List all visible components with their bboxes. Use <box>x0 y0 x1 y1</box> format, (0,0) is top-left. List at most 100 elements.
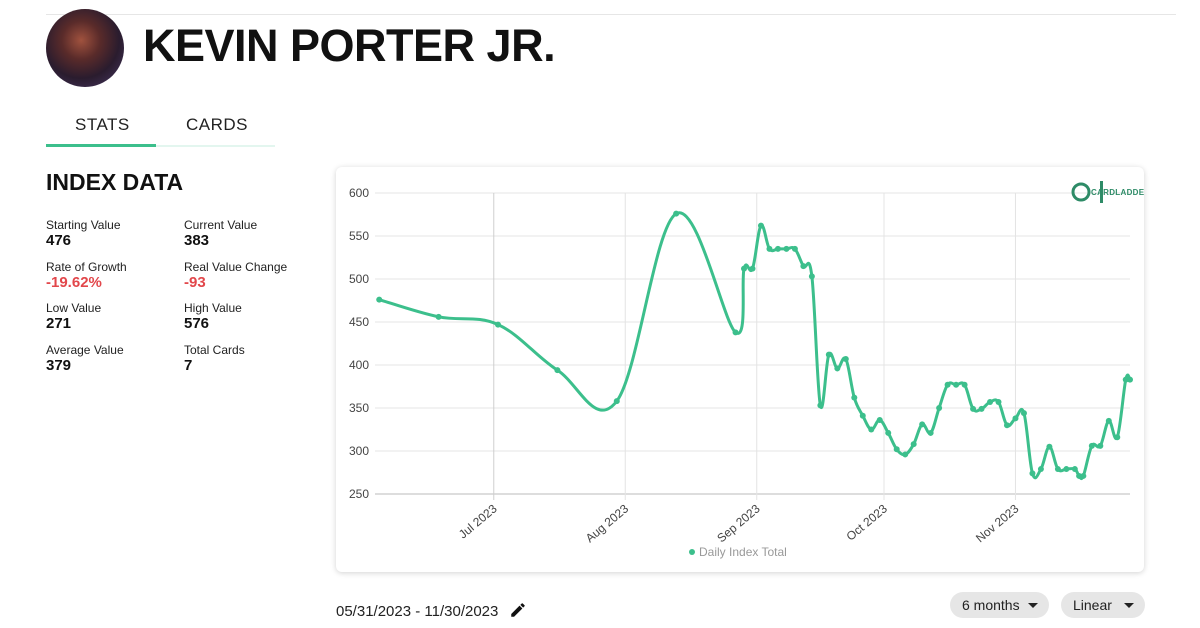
y-tick-label: 450 <box>349 315 369 329</box>
date-range[interactable]: 05/31/2023 - 11/30/2023 <box>336 598 525 620</box>
data-point <box>919 421 926 428</box>
y-tick-label: 600 <box>349 186 369 200</box>
data-point <box>1020 410 1027 417</box>
edit-icon[interactable] <box>509 601 527 619</box>
data-point <box>1054 466 1061 473</box>
stat-value: 271 <box>46 315 72 332</box>
data-point <box>859 412 866 419</box>
data-point <box>987 398 994 405</box>
data-point <box>1071 466 1078 473</box>
data-point <box>1122 376 1129 383</box>
stat-label: Current Value <box>184 218 258 232</box>
data-point <box>808 273 815 280</box>
data-point <box>1076 472 1083 479</box>
x-tick-label: Nov 2023 <box>973 501 1022 545</box>
tab-track <box>46 145 275 147</box>
player-name: KEVIN PORTER JR. <box>143 20 556 71</box>
data-point <box>1127 376 1133 383</box>
data-point <box>766 245 773 252</box>
divider <box>46 14 1176 15</box>
data-point <box>944 381 951 388</box>
data-point <box>910 441 917 448</box>
data-point <box>732 329 739 336</box>
stat-value: -93 <box>184 273 206 291</box>
y-tick-label: 400 <box>349 358 369 372</box>
data-point <box>1105 417 1112 424</box>
y-tick-label: 250 <box>349 487 369 501</box>
stat-label: High Value <box>184 301 242 315</box>
y-tick-label: 350 <box>349 401 369 415</box>
chart: 250 300 350 400 450 500 550 600 Jul 2023 Aug 2023… <box>349 181 1144 559</box>
brand-logo: CARDLADDER <box>1071 181 1144 203</box>
y-tick-label: 550 <box>349 229 369 243</box>
x-tick-label: Sep 2023 <box>714 501 763 545</box>
stat-value: 7 <box>184 356 193 374</box>
stat-label: Starting Value <box>46 218 121 232</box>
data-point <box>435 313 442 320</box>
data-point <box>885 429 892 436</box>
line-series <box>378 211 1132 481</box>
data-point <box>1063 466 1070 473</box>
data-point <box>978 405 985 412</box>
data-point <box>749 265 756 272</box>
data-point <box>868 426 875 433</box>
stat-value: 476 <box>46 232 72 249</box>
scale-dropdown[interactable]: Linear <box>1061 592 1145 618</box>
data-point <box>936 405 943 411</box>
data-point <box>876 417 883 424</box>
legend-label: Daily Index Total <box>699 545 787 559</box>
data-point <box>842 355 849 362</box>
y-tick-label: 500 <box>349 272 369 286</box>
x-tick-label: Aug 2023 <box>583 501 632 545</box>
chart-card: 250 300 350 400 450 500 550 600 Jul 2023 Aug 2023… <box>336 167 1144 572</box>
data-point <box>1114 434 1121 441</box>
data-point <box>554 367 561 374</box>
data-point <box>1046 443 1053 450</box>
stat-value: -19.62% <box>46 273 102 291</box>
data-point <box>834 365 841 372</box>
data-point <box>757 222 764 229</box>
stat-value: 383 <box>184 232 210 249</box>
brand-name: CARDLADDER <box>1091 188 1144 197</box>
data-point <box>927 429 934 436</box>
data-point <box>495 321 502 328</box>
data-point <box>1080 472 1087 479</box>
data-point <box>774 245 781 252</box>
period-dropdown[interactable]: 6 months <box>950 592 1049 618</box>
data-point <box>376 296 383 303</box>
tab-indicator <box>46 144 156 147</box>
scale-text: Linear <box>1073 597 1112 613</box>
data-point <box>1088 442 1095 449</box>
section-title: INDEX DATA <box>46 169 184 195</box>
data-point <box>825 351 832 358</box>
stat-label: Real Value Change <box>184 259 288 274</box>
stat-label: Low Value <box>46 301 102 315</box>
data-point <box>1037 466 1044 473</box>
data-point <box>995 398 1002 405</box>
data-point <box>817 402 824 409</box>
data-point <box>791 245 798 252</box>
stat-label: Rate of Growth <box>46 259 127 274</box>
tab-stats[interactable]: STATS <box>75 115 130 134</box>
data-point <box>783 245 790 252</box>
stat-value: 576 <box>184 315 210 332</box>
tab-cards[interactable]: CARDS <box>186 115 249 134</box>
stat-label: Total Cards <box>184 342 245 357</box>
data-point <box>851 394 858 401</box>
data-point <box>893 446 900 453</box>
logo-ring <box>1071 182 1091 202</box>
player-avatar <box>46 9 124 87</box>
period-text: 6 months <box>962 597 1020 613</box>
data-point <box>902 451 909 458</box>
legend-marker <box>689 549 695 555</box>
data-point <box>970 405 977 412</box>
data-point <box>800 263 807 270</box>
data-point <box>1003 422 1010 429</box>
logo-ladder <box>1100 181 1103 203</box>
data-point <box>673 210 680 217</box>
data-point <box>613 398 620 405</box>
x-tick-label: Oct 2023 <box>844 501 891 543</box>
data-point <box>741 265 748 272</box>
data-point <box>1012 415 1019 422</box>
